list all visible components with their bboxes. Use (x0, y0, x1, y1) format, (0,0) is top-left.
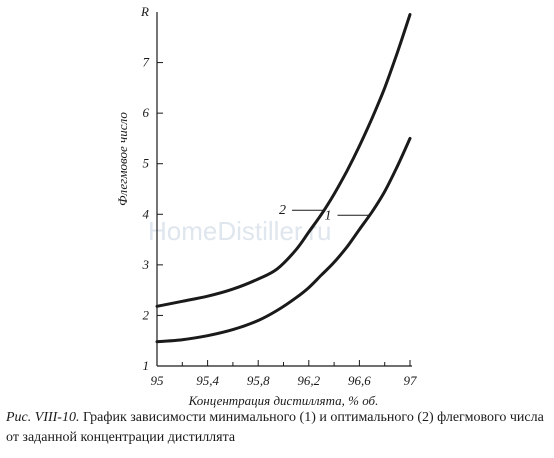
y-axis-label: Флегмовое число (115, 112, 130, 206)
y-tick-label: 6 (143, 105, 150, 120)
ticks: 1 2 3 4 5 6 7 95 95,4 95,8 96,2 96,6 97 (142, 55, 418, 388)
x-tick-label: 95,8 (247, 373, 270, 388)
y-axis-symbol: R (140, 4, 149, 19)
x-tick-label: 95,4 (196, 373, 219, 388)
caption-text: График зависимости минимального (1) и оп… (6, 410, 544, 445)
x-tick-label: 95 (151, 373, 165, 388)
curve-label-2: 2 (279, 203, 286, 218)
y-tick-label: 4 (143, 206, 150, 221)
figure-caption: Рис. VIII-10. График зависимости минимал… (6, 408, 546, 448)
series-line-2 (155, 13, 412, 308)
y-tick-label: 1 (143, 358, 150, 373)
caption-figure-number: Рис. VIII-10. (6, 410, 80, 425)
y-tick-label: 5 (143, 156, 150, 171)
x-axis-label: Концентрация дистиллята, % об. (188, 393, 379, 408)
axes (156, 12, 412, 367)
series (155, 13, 412, 344)
y-tick-label: 3 (142, 257, 150, 272)
x-tick-label: 96,2 (297, 373, 320, 388)
curve-label-1: 1 (325, 208, 332, 223)
y-tick-label: 2 (143, 307, 150, 322)
series-line-1 (155, 136, 412, 344)
x-tick-label: 97 (404, 373, 418, 388)
x-tick-label: 96,6 (348, 373, 371, 388)
y-tick-label: 7 (143, 55, 150, 70)
